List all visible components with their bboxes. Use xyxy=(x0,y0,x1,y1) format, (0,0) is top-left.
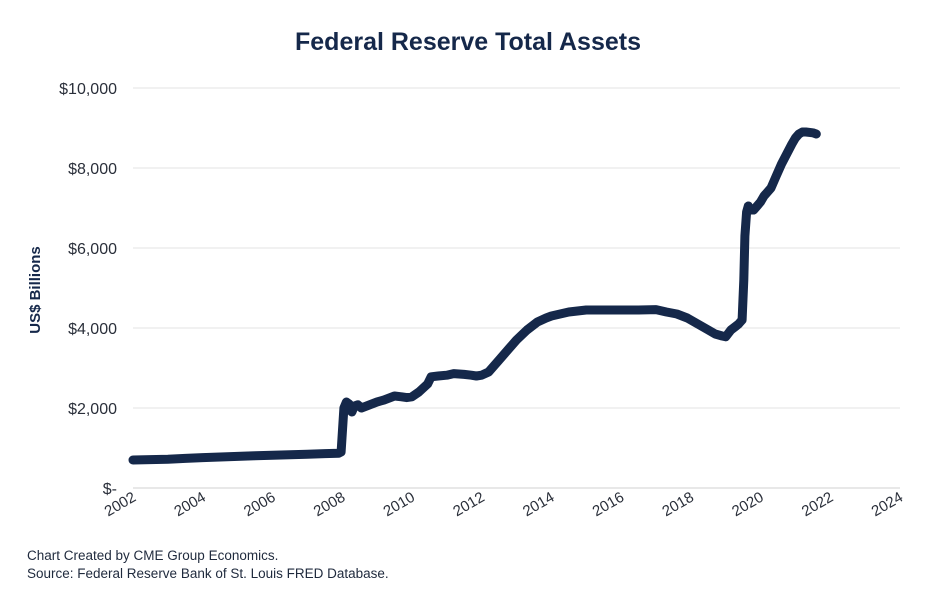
x-tick-label: 2012 xyxy=(450,489,487,520)
x-tick-label: 2004 xyxy=(171,489,208,520)
grid-lines xyxy=(133,88,900,408)
y-tick-label: $4,000 xyxy=(68,321,117,338)
y-tick-label: $- xyxy=(103,481,117,498)
series-layer xyxy=(133,132,816,460)
x-tick-label: 2022 xyxy=(799,489,836,520)
y-tick-label: $10,000 xyxy=(59,81,117,98)
chart-credit: Chart Created by CME Group Economics. xyxy=(27,548,278,563)
y-tick-label: $6,000 xyxy=(68,241,117,258)
series-line-total-assets xyxy=(133,132,816,460)
x-tick-label: 2006 xyxy=(241,489,278,520)
y-axis-label: US$ Billions xyxy=(27,246,44,334)
x-axis-tick-labels: 2002 2004 2006 2008 2010 2012 2014 2016 2018 2020… xyxy=(102,489,906,520)
chart-source: Source: Federal Reserve Bank of St. Loui… xyxy=(27,566,389,581)
y-tick-label: $2,000 xyxy=(68,401,117,418)
x-tick-label: 2008 xyxy=(311,489,348,520)
x-tick-label: 2024 xyxy=(869,489,906,520)
x-tick-label: 2018 xyxy=(659,489,696,520)
y-tick-label: $8,000 xyxy=(68,161,117,178)
x-tick-label: 2010 xyxy=(381,489,418,520)
y-axis-tick-labels: $- $2,000 $4,000 $6,000 $8,000 $10,000 xyxy=(59,81,117,498)
x-tick-label: 2016 xyxy=(590,489,627,520)
x-tick-label: 2020 xyxy=(729,489,766,520)
x-tick-label: 2014 xyxy=(520,489,557,520)
